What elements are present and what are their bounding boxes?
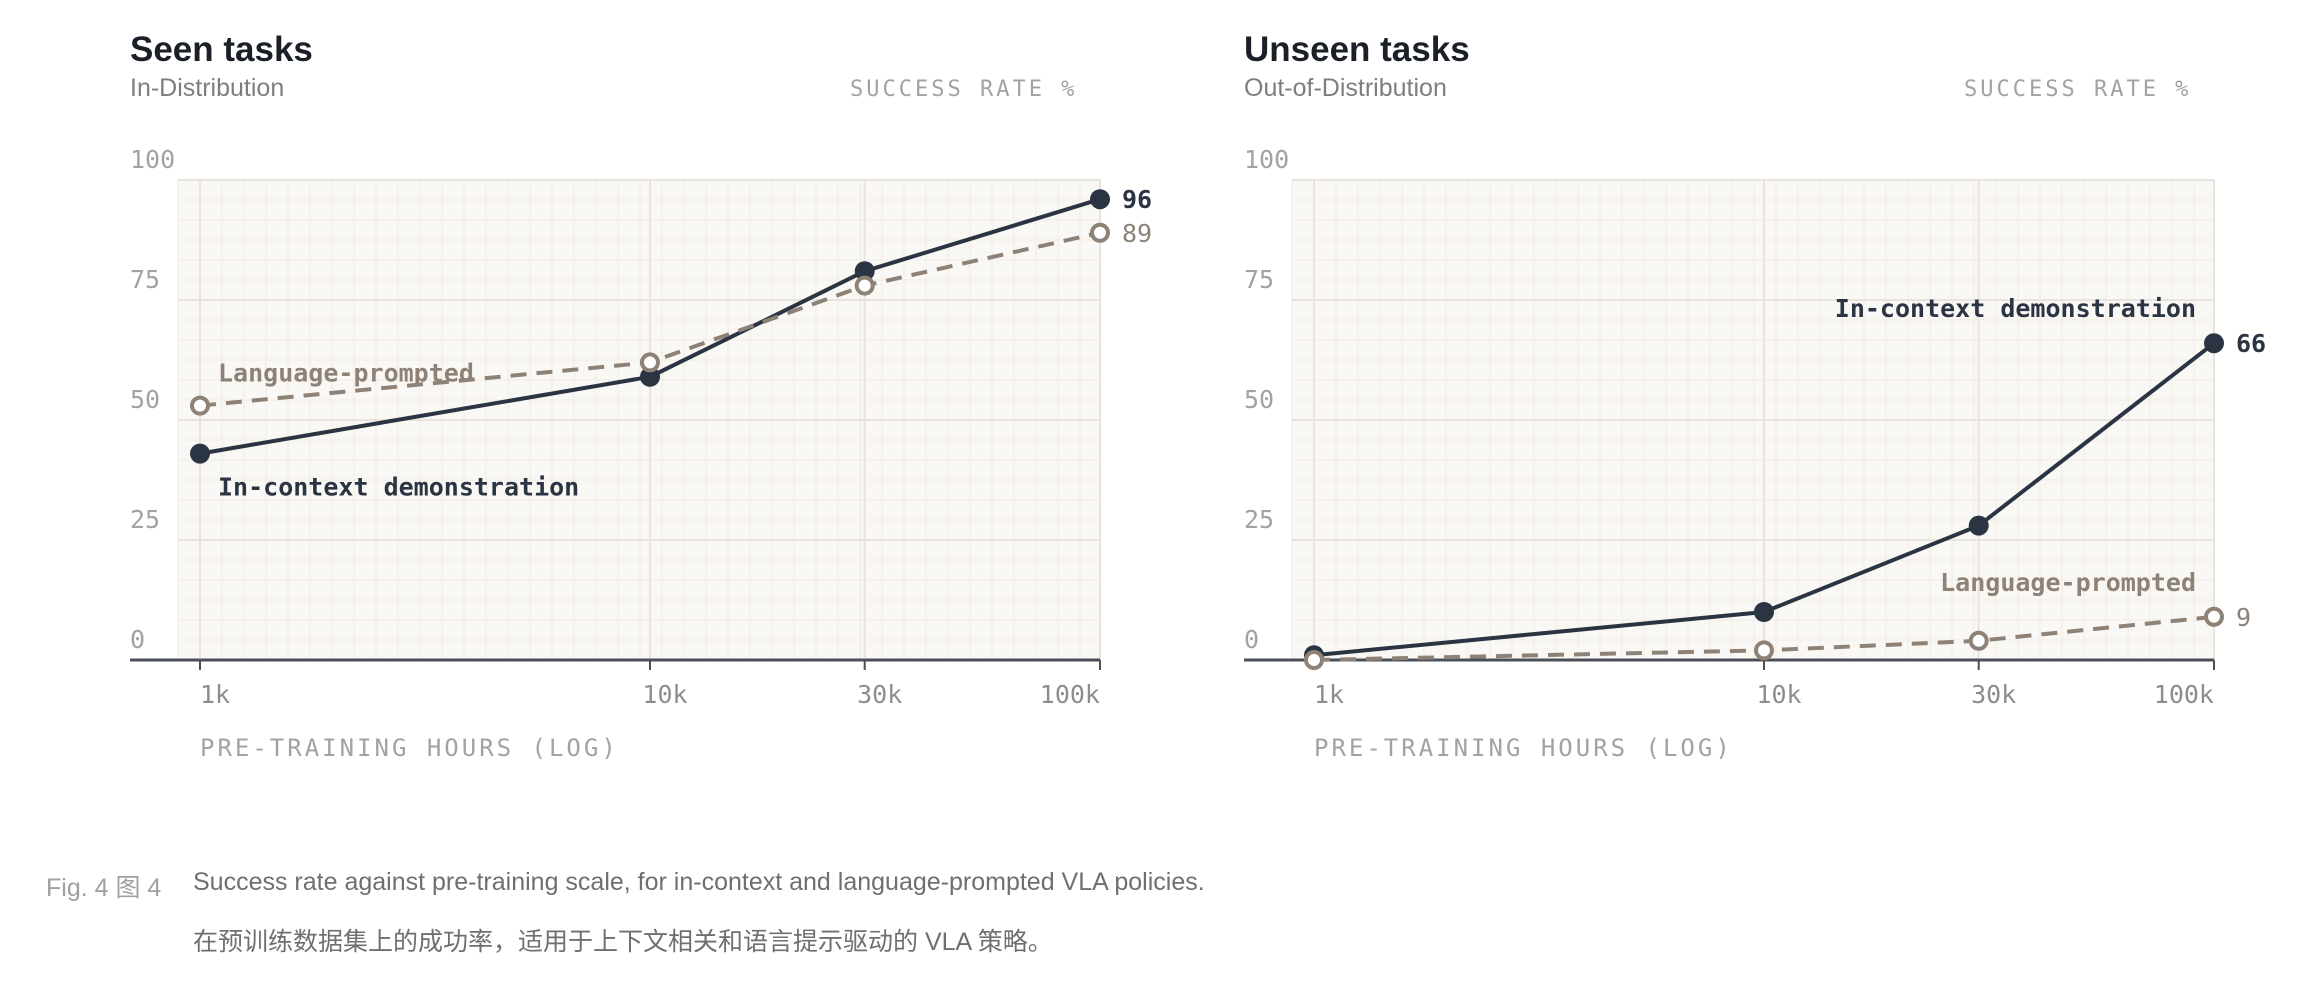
y-tick-label: 50 xyxy=(130,385,160,414)
data-point-in-context xyxy=(1754,602,1774,622)
data-point-in-context xyxy=(2204,333,2224,354)
series-line-in-context xyxy=(1313,341,2216,658)
end-value-label: 89 xyxy=(1122,219,1152,248)
x-axis-title: PRE-TRAINING HOURS (LOG) xyxy=(200,734,619,762)
data-point-language-prompted xyxy=(1090,222,1110,243)
x-tick-label: 100k xyxy=(2154,680,2214,709)
end-value-label: 96 xyxy=(1122,185,1152,214)
x-tick-label: 10k xyxy=(642,680,687,709)
caption-text-en: Success rate against pre-training scale,… xyxy=(193,868,1205,896)
y-axis-unit-label: SUCCESS RATE % xyxy=(1964,77,2192,102)
x-tick-label: 30k xyxy=(857,680,902,709)
data-point-in-context xyxy=(190,443,210,464)
data-point-in-context xyxy=(640,366,660,387)
y-tick-label: 0 xyxy=(130,625,145,654)
data-point-language-prompted xyxy=(2204,606,2224,627)
y-tick-label: 75 xyxy=(130,265,160,294)
end-value-label: 9 xyxy=(2236,603,2251,632)
data-point-language-prompted xyxy=(640,352,660,373)
y-tick-label: 100 xyxy=(130,145,175,174)
x-tick-label: 1k xyxy=(1314,680,1344,709)
data-point-in-context xyxy=(854,261,875,282)
data-point-in-context xyxy=(1090,189,1110,210)
y-tick-label: 0 xyxy=(1244,625,1259,654)
caption-text-zh: 在预训练数据集上的成功率，适用于上下文相关和语言提示驱动的 VLA 策略。 xyxy=(193,928,1053,956)
chart-subtitle: Out-of-Distribution xyxy=(1244,74,1447,102)
chart-svg-seen: 0 25 50 75 100 1k 10k 30k 100k PRE-TRAINING HOURS… xyxy=(130,145,1152,762)
x-tick-label: 30k xyxy=(1971,680,2016,709)
y-axis-unit-label: SUCCESS RATE % xyxy=(850,77,1078,102)
chart-panel-seen: Seen tasks In-Distribution SUCCESS RATE … xyxy=(130,0,1160,800)
chart-title: Seen tasks xyxy=(130,30,313,69)
data-point-language-prompted xyxy=(1754,640,1774,661)
data-point-language-prompted xyxy=(1304,650,1324,670)
series-line-in-context xyxy=(199,197,1101,456)
figure-number: Fig. 4 图 4 xyxy=(46,874,162,902)
chart-subtitle: In-Distribution xyxy=(130,74,285,102)
x-tick-label: 100k xyxy=(1040,680,1100,709)
series-label: Language-prompted xyxy=(1940,568,2196,597)
data-point-language-prompted xyxy=(1968,630,1989,651)
y-tick-label: 75 xyxy=(1244,265,1274,294)
x-tick-label: 1k xyxy=(200,680,230,709)
series-line-language-prompted xyxy=(1313,614,2215,662)
data-point-language-prompted xyxy=(190,395,210,416)
series-label: Language-prompted xyxy=(218,359,474,388)
data-point-in-context xyxy=(1968,515,1989,536)
series-label: In-context demonstration xyxy=(1835,294,2196,323)
y-tick-label: 100 xyxy=(1244,145,1289,174)
y-tick-label: 25 xyxy=(1244,505,1274,534)
series-label: In-context demonstration xyxy=(218,473,579,502)
chart-svg-unseen: 0 25 50 75 100 1k 10k 30k 100k PRE-TRAINING HOURS… xyxy=(1244,145,2266,762)
end-value-label: 66 xyxy=(2236,329,2266,358)
x-tick-label: 10k xyxy=(1756,680,1801,709)
x-axis-title: PRE-TRAINING HOURS (LOG) xyxy=(1314,734,1733,762)
y-tick-label: 25 xyxy=(130,505,160,534)
y-tick-label: 50 xyxy=(1244,385,1274,414)
data-point-language-prompted xyxy=(854,275,875,296)
chart-panel-unseen: Unseen tasks Out-of-Distribution SUCCESS… xyxy=(1244,0,2274,800)
chart-title: Unseen tasks xyxy=(1244,30,1470,69)
